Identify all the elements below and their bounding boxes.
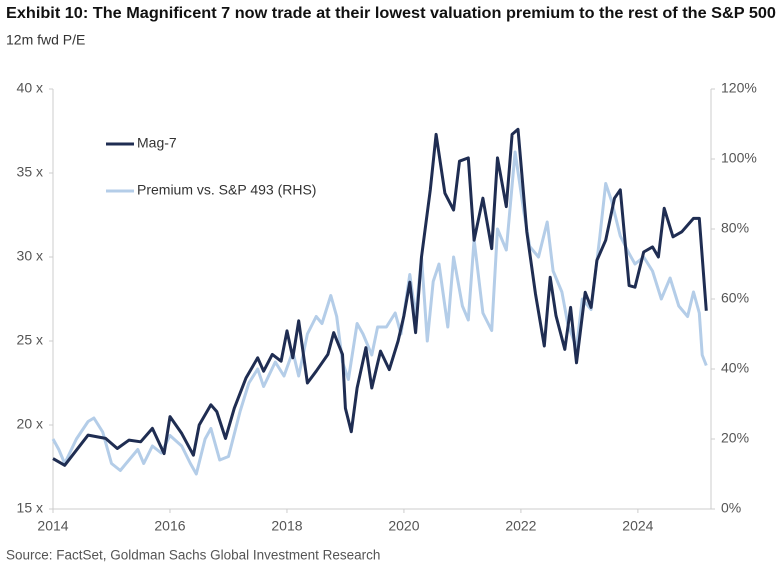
y-tick-label: 35 x [17,164,43,180]
x-tick-label: 2016 [154,518,185,534]
y-tick-label: 25 x [17,332,43,348]
chart-subtitle: 12m fwd P/E [6,32,85,48]
y2-tick-label: 100% [721,150,757,166]
legend-label: Mag-7 [137,135,177,151]
chart-source: Source: FactSet, Goldman Sachs Global In… [6,548,380,563]
y-tick-label: 30 x [17,248,43,264]
y2-tick-label: 60% [721,290,749,306]
series-line [52,127,708,467]
y2-tick-label: 20% [721,430,749,446]
y-tick-label: 20 x [17,416,43,432]
y2-tick-label: 40% [721,360,749,376]
x-tick-label: 2014 [37,518,68,534]
chart-title: Exhibit 10: The Magnificent 7 now trade … [6,5,776,22]
y2-tick-label: 120% [721,80,757,96]
x-tick-label: 2024 [622,518,653,534]
legend-label: Premium vs. S&P 493 (RHS) [137,182,316,198]
y-tick-label: 40 x [17,80,43,96]
series-line [51,150,708,476]
y-tick-label: 15 x [17,500,43,516]
y2-tick-label: 0% [721,500,741,516]
x-tick-label: 2018 [271,518,302,534]
x-tick-label: 2022 [505,518,536,534]
y2-tick-label: 80% [721,220,749,236]
x-tick-label: 2020 [388,518,419,534]
